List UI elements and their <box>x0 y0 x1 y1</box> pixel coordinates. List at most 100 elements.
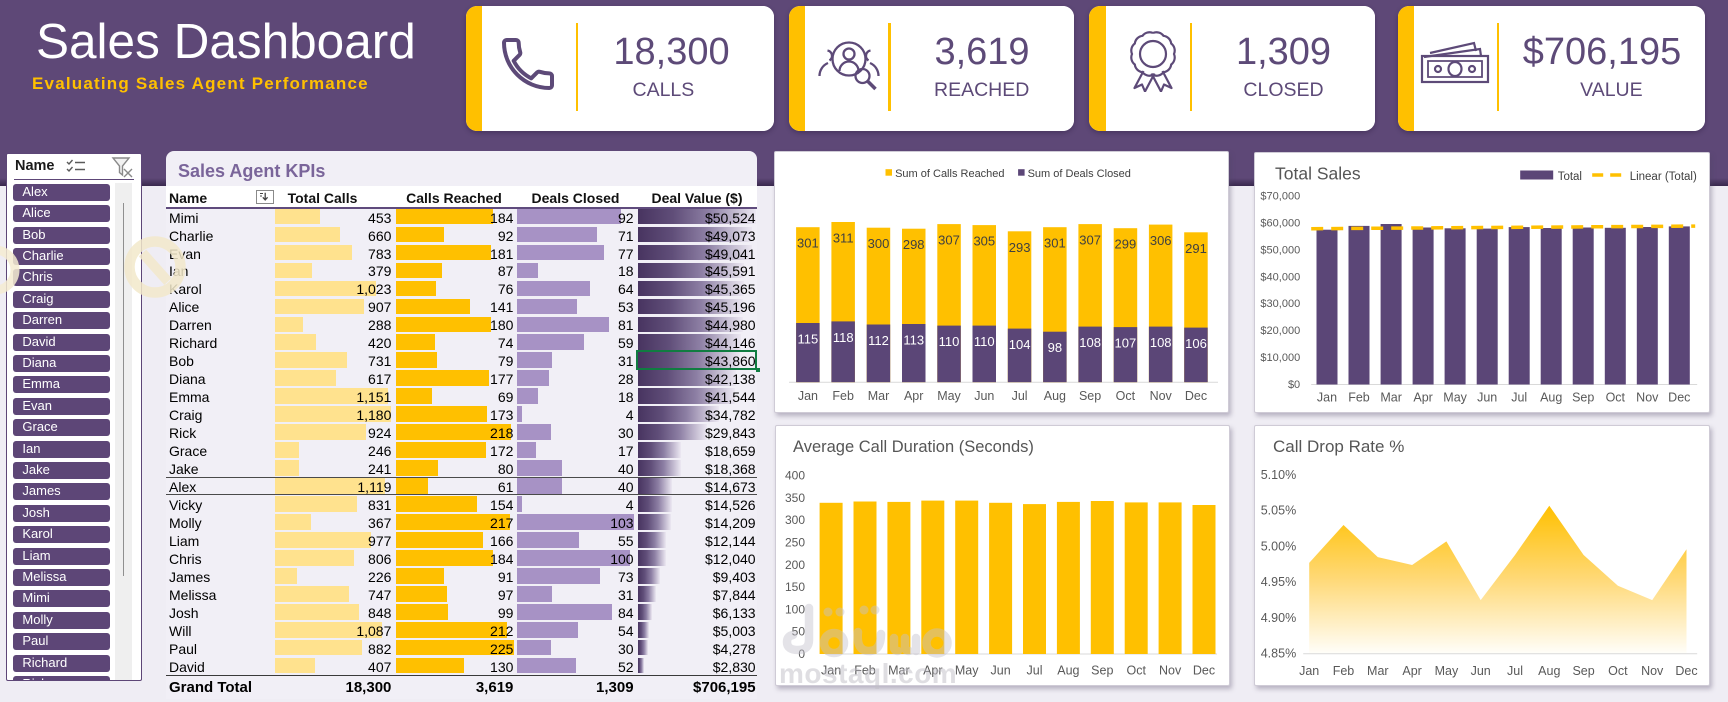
svg-text:Sum of Calls Reached: Sum of Calls Reached <box>895 168 1004 180</box>
svg-text:$60,000: $60,000 <box>1260 217 1300 229</box>
svg-text:4.90%: 4.90% <box>1261 611 1296 625</box>
svg-text:Jan: Jan <box>798 389 818 403</box>
svg-text:115: 115 <box>797 331 818 346</box>
svg-text:Jun: Jun <box>974 389 994 403</box>
svg-text:Average Call Duration (Seconds: Average Call Duration (Seconds) <box>793 438 1034 456</box>
svg-text:Jan: Jan <box>1317 390 1337 404</box>
svg-text:110: 110 <box>939 334 960 349</box>
svg-text:May: May <box>1443 390 1467 404</box>
svg-text:Aug: Aug <box>1538 665 1560 679</box>
svg-text:400: 400 <box>785 469 805 483</box>
svg-text:5.00%: 5.00% <box>1261 540 1296 554</box>
svg-text:4.85%: 4.85% <box>1261 647 1296 661</box>
svg-text:Nov: Nov <box>1149 389 1172 403</box>
svg-text:301: 301 <box>1044 235 1066 250</box>
svg-text:5.10%: 5.10% <box>1261 468 1296 482</box>
svg-text:307: 307 <box>1079 232 1101 247</box>
svg-text:Mar: Mar <box>888 664 910 678</box>
svg-text:Feb: Feb <box>1333 665 1355 679</box>
svg-text:5.05%: 5.05% <box>1261 504 1296 518</box>
svg-text:Aug: Aug <box>1044 389 1066 403</box>
svg-text:306: 306 <box>1150 233 1172 248</box>
svg-text:Total: Total <box>1557 171 1581 183</box>
svg-text:Apr: Apr <box>904 389 923 403</box>
svg-text:Total Sales: Total Sales <box>1275 163 1361 183</box>
svg-text:$40,000: $40,000 <box>1260 271 1300 283</box>
svg-text:Oct: Oct <box>1126 664 1146 678</box>
svg-text:Feb: Feb <box>832 389 854 403</box>
svg-text:$10,000: $10,000 <box>1260 352 1300 364</box>
svg-text:Apr: Apr <box>1413 390 1432 404</box>
svg-text:Linear (Total): Linear (Total) <box>1629 171 1696 183</box>
svg-text:298: 298 <box>903 237 925 252</box>
svg-text:307: 307 <box>938 232 960 247</box>
svg-text:Jan: Jan <box>1299 665 1319 679</box>
svg-text:Aug: Aug <box>1057 664 1079 678</box>
svg-text:98: 98 <box>1048 340 1062 355</box>
svg-text:Sep: Sep <box>1091 664 1113 678</box>
svg-text:Mar: Mar <box>868 389 890 403</box>
svg-text:$20,000: $20,000 <box>1260 325 1300 337</box>
svg-text:Jul: Jul <box>1507 665 1523 679</box>
svg-text:299: 299 <box>1114 236 1136 251</box>
svg-text:Dec: Dec <box>1193 664 1215 678</box>
svg-text:301: 301 <box>797 235 819 250</box>
svg-text:118: 118 <box>833 329 854 344</box>
svg-text:Nov: Nov <box>1159 664 1182 678</box>
svg-text:Jul: Jul <box>1511 390 1527 404</box>
svg-text:$0: $0 <box>1288 379 1300 391</box>
svg-text:May: May <box>937 389 961 403</box>
svg-text:305: 305 <box>973 233 995 248</box>
svg-text:$30,000: $30,000 <box>1260 298 1300 310</box>
svg-text:Feb: Feb <box>854 664 876 678</box>
svg-text:Jun: Jun <box>1470 665 1490 679</box>
svg-text:300: 300 <box>868 236 890 251</box>
svg-text:Jul: Jul <box>1011 389 1027 403</box>
svg-text:mostaql.com: mostaql.com <box>779 658 957 689</box>
svg-text:50: 50 <box>792 625 806 639</box>
svg-text:200: 200 <box>785 558 805 572</box>
svg-text:150: 150 <box>785 580 805 594</box>
svg-text:Jun: Jun <box>1477 390 1497 404</box>
svg-text:Dec: Dec <box>1185 389 1207 403</box>
svg-text:Nov: Nov <box>1641 665 1664 679</box>
svg-text:Oct: Oct <box>1116 389 1136 403</box>
svg-text:110: 110 <box>974 334 995 349</box>
svg-text:300: 300 <box>785 514 805 528</box>
svg-text:Jun: Jun <box>991 664 1011 678</box>
svg-text:Oct: Oct <box>1605 390 1625 404</box>
svg-text:Jul: Jul <box>1027 664 1043 678</box>
svg-text:Sep: Sep <box>1079 389 1101 403</box>
svg-text:Call Drop Rate %: Call Drop Rate % <box>1273 437 1404 456</box>
svg-text:May: May <box>955 664 979 678</box>
svg-text:113: 113 <box>903 332 924 347</box>
svg-text:4.95%: 4.95% <box>1261 576 1296 590</box>
svg-text:Mar: Mar <box>1367 665 1389 679</box>
svg-text:291: 291 <box>1185 240 1207 255</box>
svg-text:Dec: Dec <box>1675 665 1697 679</box>
svg-text:Apr: Apr <box>923 664 942 678</box>
svg-text:Aug: Aug <box>1540 390 1562 404</box>
svg-text:$70,000: $70,000 <box>1260 190 1300 202</box>
svg-text:250: 250 <box>785 536 805 550</box>
svg-text:Feb: Feb <box>1348 390 1370 404</box>
svg-text:Sep: Sep <box>1572 665 1594 679</box>
svg-text:Sum of Deals Closed: Sum of Deals Closed <box>1027 168 1130 180</box>
svg-text:107: 107 <box>1114 335 1136 350</box>
svg-text:112: 112 <box>868 333 889 348</box>
svg-text:106: 106 <box>1185 336 1207 351</box>
svg-text:108: 108 <box>1079 335 1101 350</box>
svg-text:108: 108 <box>1150 335 1172 350</box>
svg-text:Sep: Sep <box>1572 390 1594 404</box>
svg-text:$50,000: $50,000 <box>1260 244 1300 256</box>
svg-text:350: 350 <box>785 491 805 505</box>
svg-text:311: 311 <box>833 230 854 245</box>
svg-text:Apr: Apr <box>1402 665 1421 679</box>
svg-text:Dec: Dec <box>1668 390 1690 404</box>
svg-text:104: 104 <box>1009 337 1031 352</box>
svg-text:0: 0 <box>798 647 805 661</box>
svg-text:Mar: Mar <box>1380 390 1402 404</box>
svg-text:100: 100 <box>785 603 805 617</box>
svg-text:Oct: Oct <box>1608 665 1628 679</box>
svg-text:Nov: Nov <box>1636 390 1659 404</box>
